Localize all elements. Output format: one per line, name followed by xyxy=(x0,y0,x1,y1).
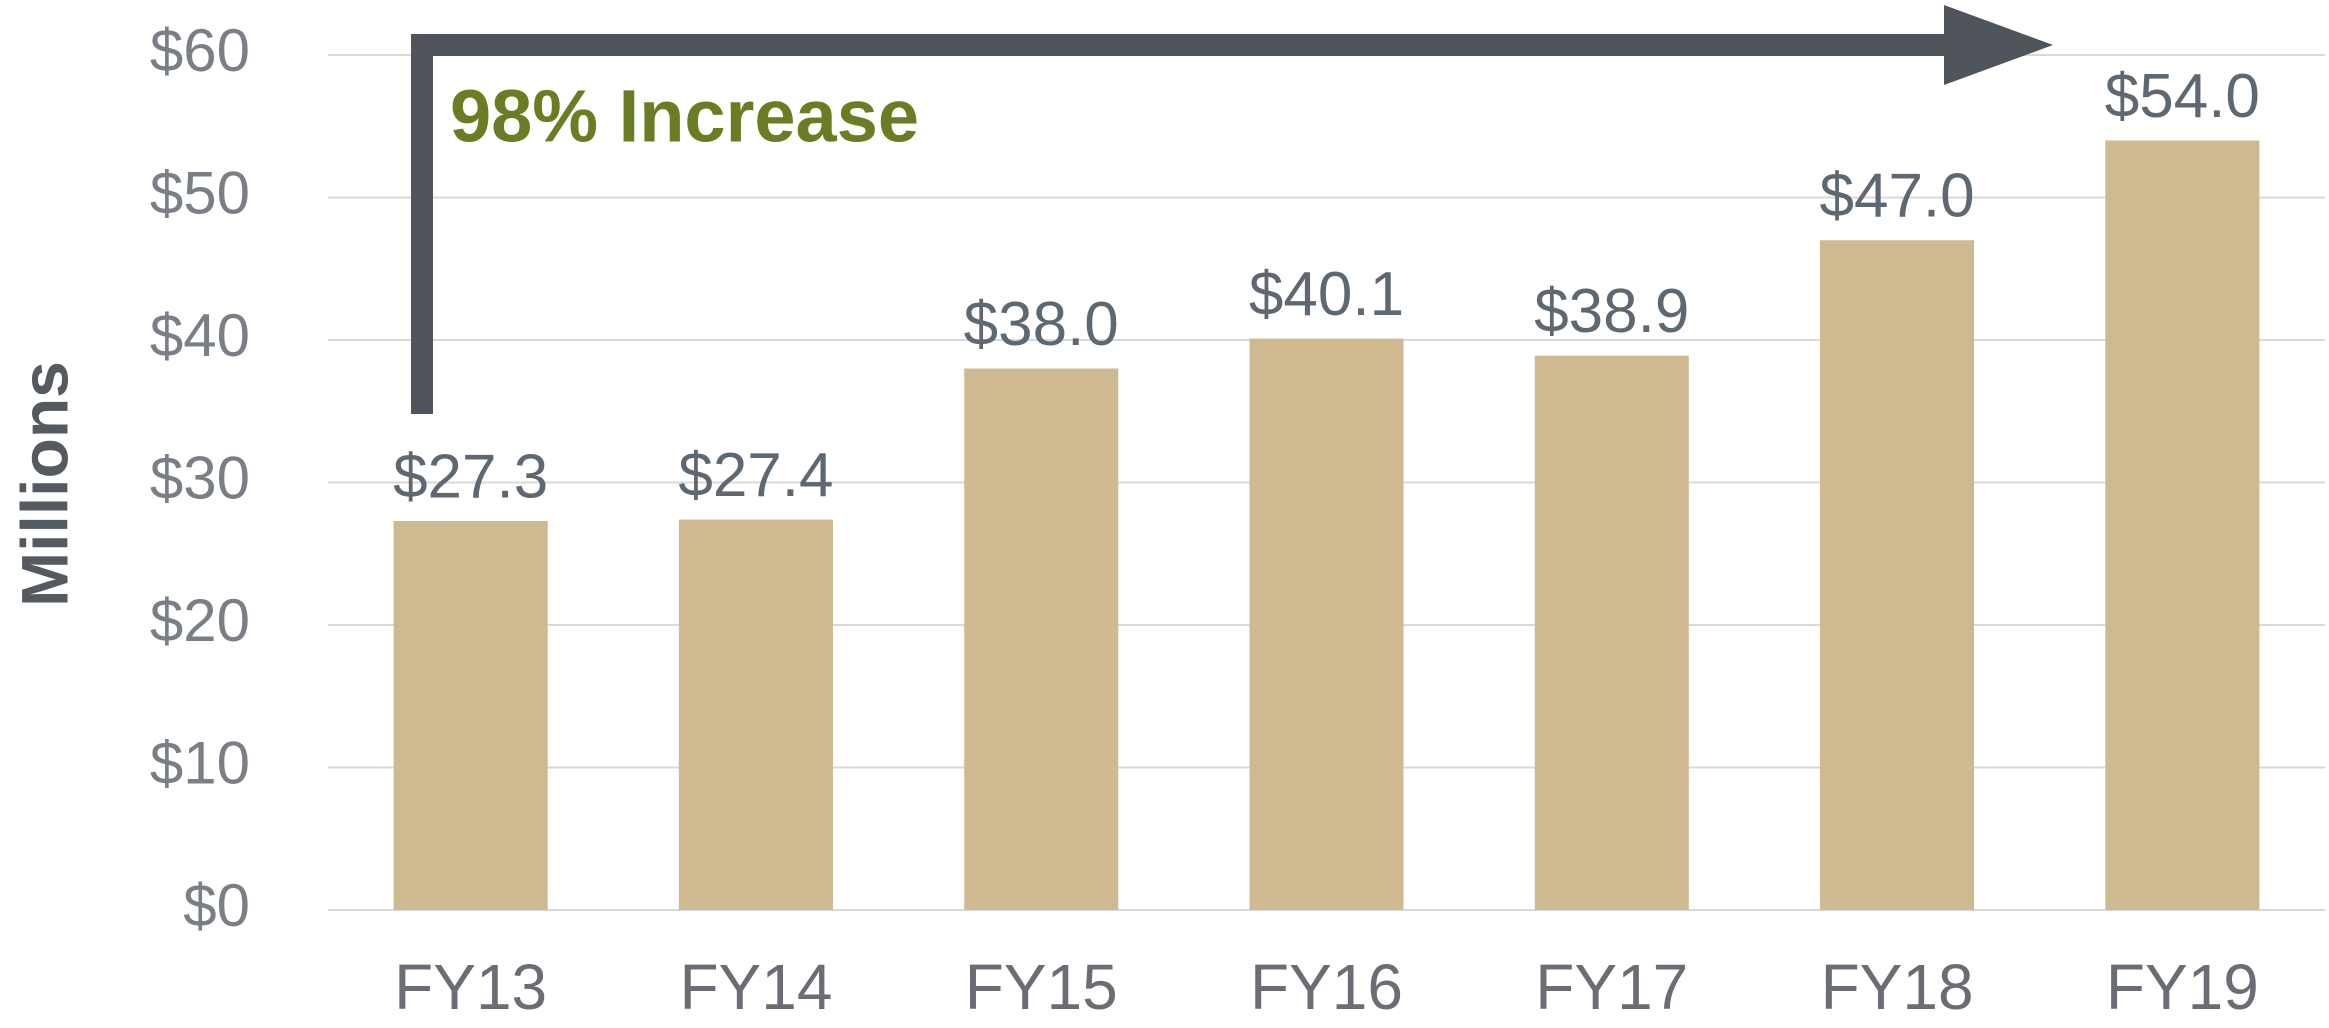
bar xyxy=(1534,355,1689,910)
y-tick-label: $50 xyxy=(150,159,250,226)
bar xyxy=(1820,240,1975,910)
bar xyxy=(678,519,833,910)
bar xyxy=(2105,140,2260,910)
value-label: $27.4 xyxy=(678,441,833,510)
x-tick-label: FY13 xyxy=(394,951,547,1023)
y-tick-label: $10 xyxy=(150,729,250,796)
value-label: $38.0 xyxy=(964,290,1119,359)
x-tick-label: FY19 xyxy=(2106,951,2259,1023)
y-tick-label: $0 xyxy=(183,872,250,939)
x-tick-label: FY17 xyxy=(1535,951,1688,1023)
annotation: 98% Increase xyxy=(450,75,919,158)
x-tick-label: FY18 xyxy=(1821,951,1974,1023)
bar xyxy=(393,520,548,910)
value-label: $27.3 xyxy=(393,442,548,511)
bar xyxy=(1249,338,1404,910)
y-tick-label: $60 xyxy=(150,17,250,84)
y-tick-label: $40 xyxy=(150,302,250,369)
value-label: $54.0 xyxy=(2105,62,2260,131)
x-tick-label: FY14 xyxy=(679,951,832,1023)
y-tick-label: $30 xyxy=(150,444,250,511)
increase-arrow xyxy=(411,34,1950,414)
value-label: $38.9 xyxy=(1534,277,1689,346)
value-label: $47.0 xyxy=(1819,162,1974,231)
value-label: $40.1 xyxy=(1249,260,1404,329)
y-tick-label: $20 xyxy=(150,587,250,654)
bar xyxy=(964,368,1119,910)
x-tick-label: FY16 xyxy=(1250,951,1403,1023)
y-axis-label: Millions xyxy=(7,361,81,607)
x-tick-label: FY15 xyxy=(965,951,1118,1023)
bars xyxy=(393,140,2260,910)
arrow-head xyxy=(1944,5,2053,85)
